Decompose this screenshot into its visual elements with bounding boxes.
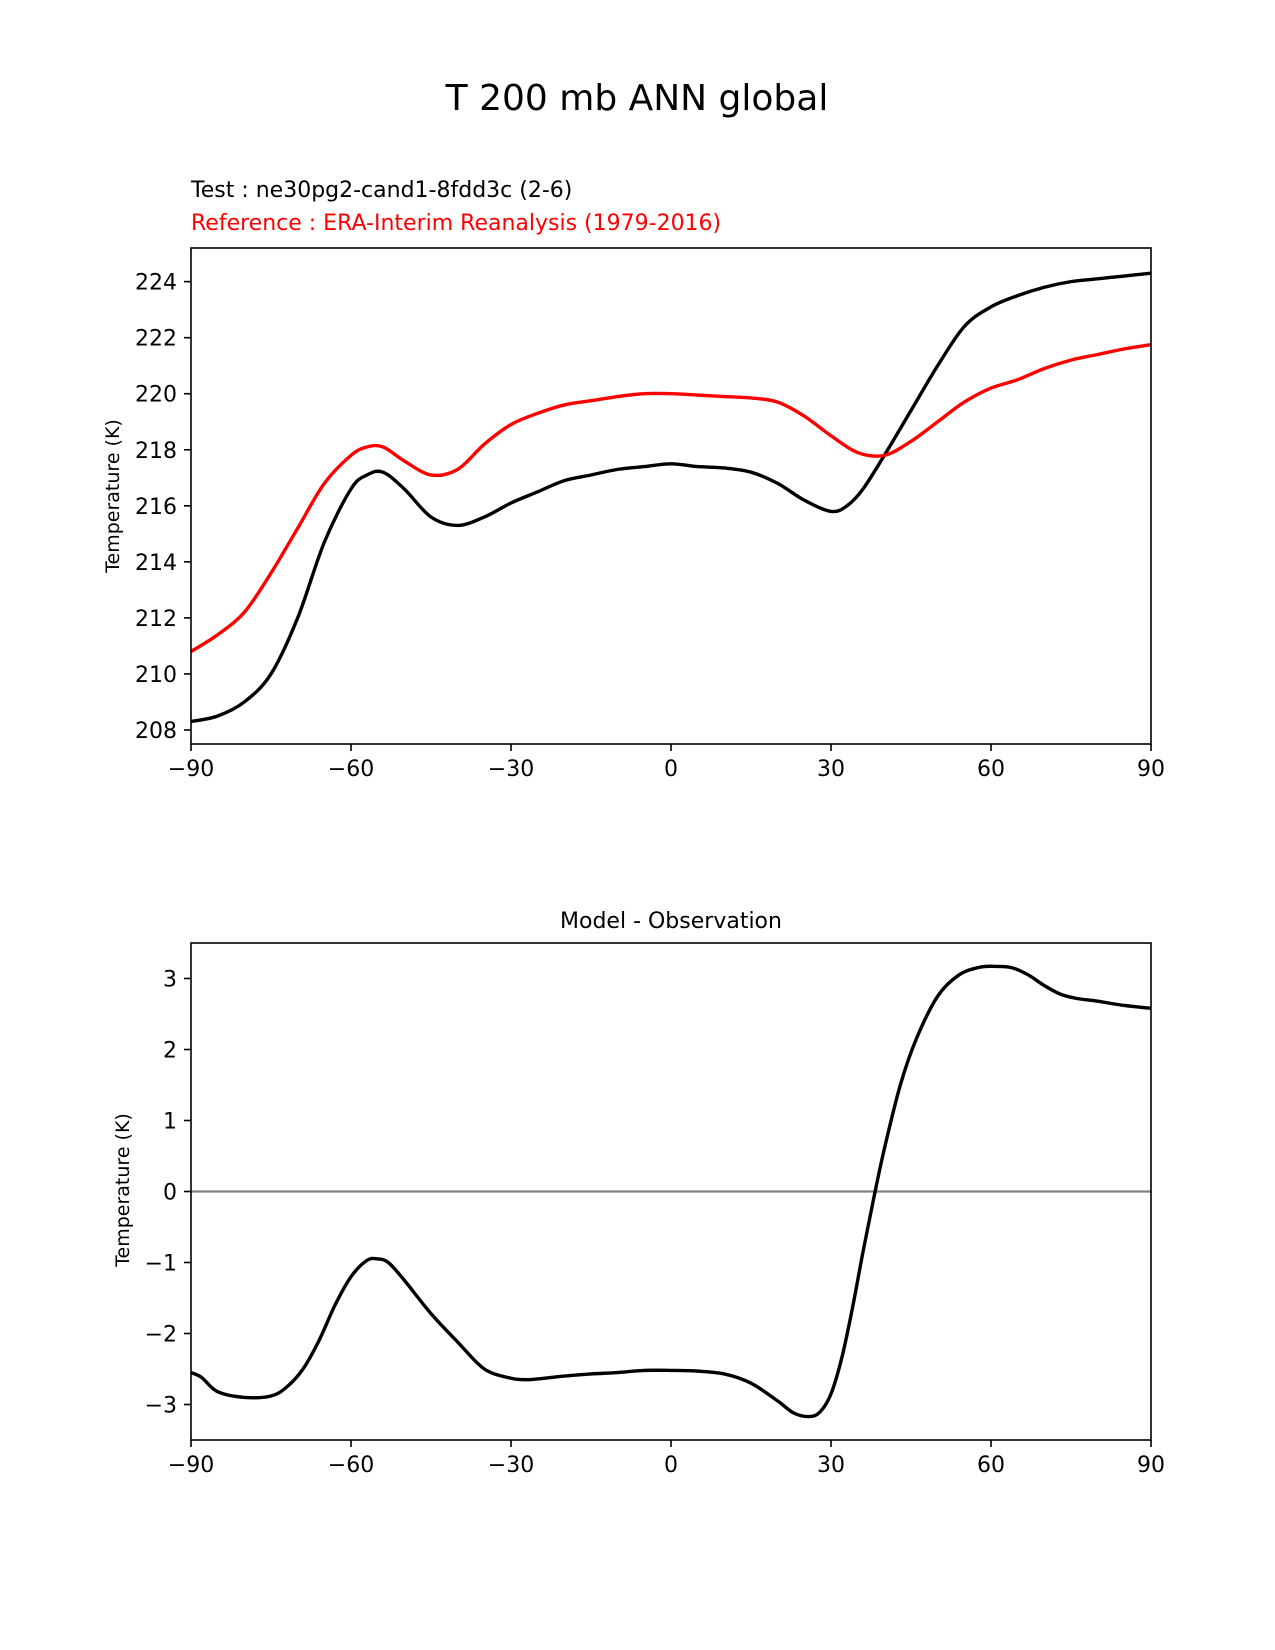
y-tick-label: −1 [145, 1252, 177, 1277]
x-tick-label: 30 [817, 1453, 845, 1478]
x-tick-label: −30 [488, 1453, 534, 1478]
x-tick-label: 0 [664, 757, 678, 782]
y-axis-label: Temperature (K) [102, 419, 124, 574]
y-tick-label: 210 [135, 663, 177, 688]
x-tick-label: 90 [1137, 757, 1165, 782]
y-tick-label: 0 [163, 1181, 177, 1206]
x-tick-label: 60 [977, 757, 1005, 782]
test-label: Test : ne30pg2-cand1-8fdd3c (2-6) [190, 178, 572, 203]
y-tick-label: 220 [135, 383, 177, 408]
x-tick-label: −30 [488, 757, 534, 782]
bottom-series-group [191, 964, 1151, 1419]
series-line-reference [191, 343, 1151, 653]
x-tick-label: 90 [1137, 1453, 1165, 1478]
y-tick-label: 224 [135, 271, 177, 296]
series-line-model-observation [191, 964, 1151, 1419]
top-series-group [191, 271, 1151, 724]
y-tick-label: 214 [135, 551, 177, 576]
y-tick-label: 222 [135, 327, 177, 352]
x-tick-label: 60 [977, 1453, 1005, 1478]
series-line-test [191, 271, 1151, 724]
x-tick-label: −90 [168, 757, 214, 782]
x-tick-label: 0 [664, 1453, 678, 1478]
y-tick-label: 2 [163, 1039, 177, 1064]
y-tick-label: −2 [145, 1323, 177, 1348]
figure-suptitle: T 200 mb ANN global [445, 78, 829, 119]
panel-difference: Model - Observation Temperature (K) −90−… [112, 909, 1165, 1478]
bottom-axes-group: −90 −60 −30 0 30 60 90 −3 −2 −1 0 1 2 3 [145, 942, 1165, 1478]
y-tick-label: 218 [135, 439, 177, 464]
x-tick-label: −60 [328, 1453, 374, 1478]
y-tick-label: 212 [135, 607, 177, 632]
difference-title: Model - Observation [560, 909, 782, 934]
panel-temperature: Test : ne30pg2-cand1-8fdd3c (2-6) Refere… [102, 178, 1165, 782]
y-tick-label: 3 [163, 968, 177, 993]
x-tick-label: −90 [168, 1453, 214, 1478]
top-axes-group: −90 −60 −30 0 30 60 90 208 210 212 214 216 218 220 222… [135, 247, 1165, 782]
y-tick-label: 1 [163, 1110, 177, 1135]
x-tick-label: −60 [328, 757, 374, 782]
y-tick-label: 216 [135, 495, 177, 520]
reference-label: Reference : ERA-Interim Reanalysis (1979… [191, 211, 721, 236]
y-tick-label: −3 [145, 1394, 177, 1419]
y-axis-label: Temperature (K) [112, 1113, 134, 1268]
x-tick-label: 30 [817, 757, 845, 782]
y-tick-label: 208 [135, 719, 177, 744]
